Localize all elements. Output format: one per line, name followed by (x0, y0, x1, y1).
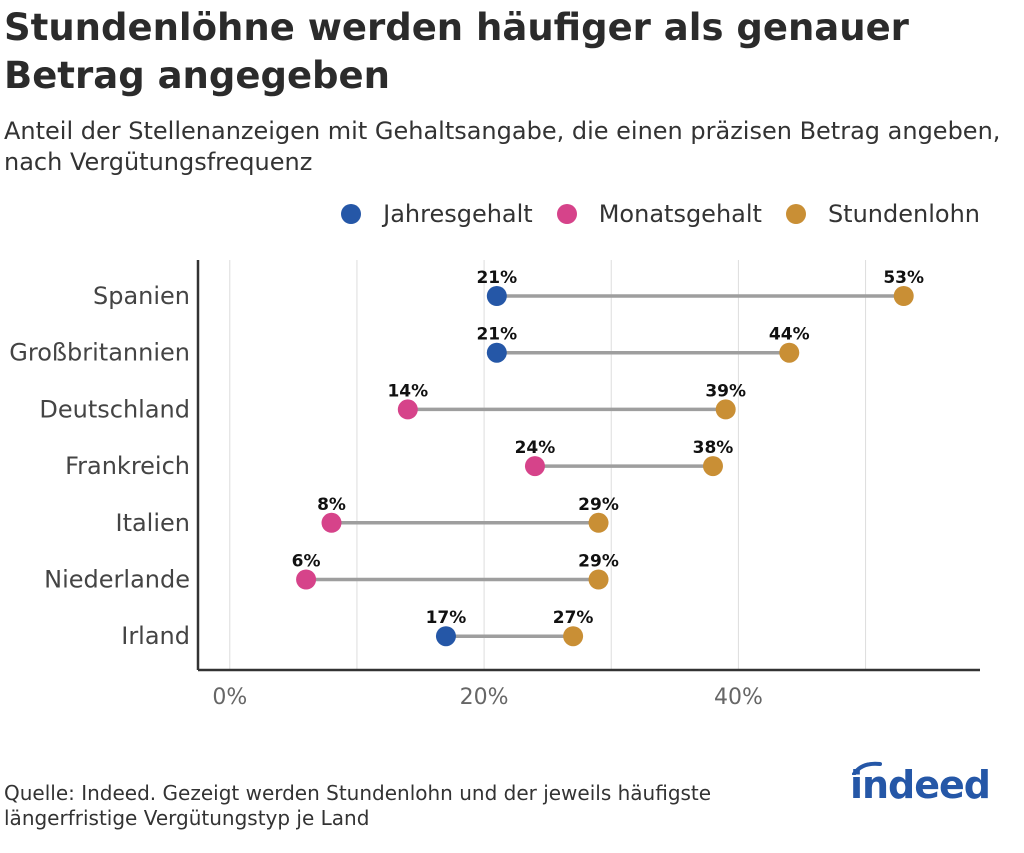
data-point-jahresgehalt (486, 286, 507, 306)
legend-label-jahresgehalt: Jahresgehalt (383, 200, 533, 228)
y-tick-label: Deutschland (39, 395, 190, 423)
data-point-stundenlohn (563, 626, 584, 647)
data-point-stundenlohn (715, 399, 736, 420)
data-label: 6% (292, 552, 321, 572)
legend-label-stundenlohn: Stundenlohn (827, 200, 980, 228)
data-label: 27% (553, 608, 594, 628)
data-label: 44% (769, 325, 810, 345)
data-point-monatsgehalt (296, 569, 317, 590)
data-label: 39% (705, 381, 746, 401)
y-tick-label: Irland (121, 622, 190, 650)
x-tick-label: 0% (212, 685, 247, 710)
legend-item-stundenlohn: Stundenlohn (785, 200, 980, 228)
logo-arc-icon (851, 761, 882, 775)
data-label: 8% (317, 495, 346, 515)
data-point-stundenlohn (588, 512, 609, 533)
data-label: 14% (387, 381, 428, 401)
y-tick-label: Frankreich (65, 452, 190, 480)
data-point-jahresgehalt (486, 342, 507, 363)
x-tick-label: 20% (460, 685, 509, 710)
logo-text: indeed (849, 763, 991, 807)
legend-item-jahresgehalt: Jahresgehalt (341, 200, 533, 228)
data-point-monatsgehalt (524, 456, 545, 477)
source-note: Quelle: Indeed. Gezeigt werden Stundenlo… (4, 781, 712, 830)
legend-label-monatsgehalt: Monatsgehalt (598, 200, 762, 228)
y-tick-label: Spanien (93, 282, 190, 310)
data-label: 21% (476, 325, 517, 345)
dumbbell-chart: 0% 20% 40% Spanien 21% 53% Großbritannien 21% 44… (9, 260, 980, 710)
data-point-stundenlohn (588, 569, 609, 590)
legend-item-monatsgehalt: Monatsgehalt (556, 200, 762, 228)
legend-dot-monatsgehalt (556, 204, 577, 224)
data-label: 38% (693, 438, 734, 458)
data-point-monatsgehalt (397, 399, 418, 420)
data-point-jahresgehalt (435, 626, 456, 647)
data-label: 17% (426, 608, 467, 628)
data-label: 29% (578, 552, 619, 572)
data-point-stundenlohn (893, 286, 914, 306)
y-tick-label: Großbritannien (9, 339, 190, 367)
legend-dot-stundenlohn (785, 204, 806, 224)
data-label: 53% (883, 268, 924, 288)
chart-subtitle: Anteil der Stellenanzeigen mit Gehaltsan… (4, 117, 1001, 176)
legend-dot-jahresgehalt (341, 204, 362, 224)
data-label: 21% (476, 268, 517, 288)
data-point-stundenlohn (779, 342, 800, 363)
indeed-logo: indeed (849, 761, 991, 807)
data-label: 29% (578, 495, 619, 515)
legend: Jahresgehalt Monatsgehalt Stundenlohn (317, 200, 980, 228)
data-point-stundenlohn (702, 456, 723, 477)
chart-title: Stundenlöhne werden häufiger als genauer… (4, 6, 909, 97)
y-tick-label: Italien (115, 509, 190, 537)
data-point-monatsgehalt (321, 512, 342, 533)
y-tick-label: Niederlande (44, 566, 190, 594)
data-label: 24% (515, 438, 556, 458)
x-tick-label: 40% (714, 685, 763, 710)
